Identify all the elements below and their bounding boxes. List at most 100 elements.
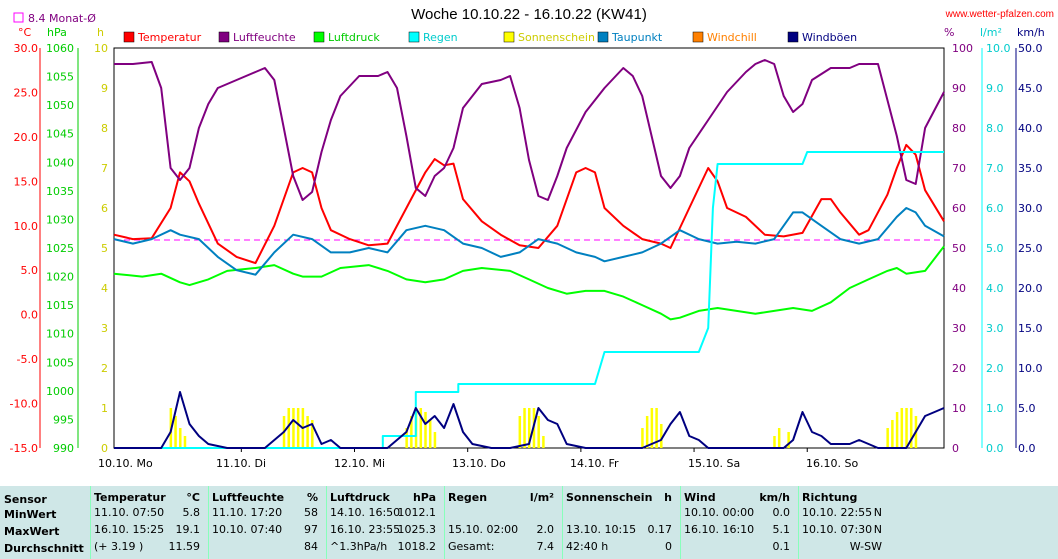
sunshine-bar (428, 420, 432, 448)
temp-tick-label: -10.0 (10, 398, 38, 411)
stats-label-sensor: Sensor (4, 493, 47, 506)
sunshine-bar (174, 416, 177, 448)
stats-cell-label: 14.10. 16:50 (330, 506, 401, 519)
wind-tick-label: 0.0 (1018, 442, 1036, 455)
stats-cell-label: Gesamt: (448, 540, 495, 553)
stats-cell-value: 0.17 (647, 523, 673, 536)
sun-tick-label: 9 (101, 82, 108, 95)
series-line-temperatur (113, 143, 945, 265)
series-line-luftfeuchte (114, 59, 945, 201)
stats-column-divider (798, 486, 799, 559)
stats-column: Richtung 10.10. 22:55 N 10.10. 07:30 N W-SW (798, 486, 886, 559)
monthly-avg-label: 8.4 Monat-Ø (28, 12, 96, 25)
sunshine-bar (891, 420, 894, 448)
temp-tick-label: 25.0 (14, 86, 39, 99)
sunshine-bar (645, 416, 649, 448)
stats-cell-value: 0.1 (772, 540, 791, 553)
sunshine-bar (292, 408, 295, 448)
stats-col-unit: km/h (759, 491, 790, 504)
sunshine-bar (528, 408, 531, 448)
sun-tick-label: 2 (101, 362, 108, 375)
temp-tick-label: 0.0 (21, 309, 39, 322)
stats-cell-label: 10.10. 07:40 (212, 523, 283, 536)
stats-cell-value: 1025.3 (397, 523, 437, 536)
stats-cell-label: ^1.3hPa/h (330, 540, 388, 553)
temp-tick-label: 30.0 (14, 42, 39, 55)
stats-col-head: Sonnenschein (566, 491, 653, 504)
legend-label: Regen (423, 31, 458, 44)
stats-cell-label: 42:40 h (566, 540, 609, 553)
stats-column: Sonnenschein h 13.10. 10:15 0.17 42:40 h 0 (562, 486, 676, 559)
pressure-tick-label: 1045 (46, 128, 74, 141)
stats-column-divider (90, 486, 91, 559)
temp-tick-label: 10.0 (14, 220, 39, 233)
x-tick-label: 13.10. Do (452, 457, 506, 470)
stats-column: Temperatur °C 11.10. 07:50 5.8 16.10. 15:25 1… (90, 486, 204, 559)
pressure-tick-label: 1060 (46, 42, 74, 55)
sunshine-bar (787, 432, 790, 448)
stats-col-unit: % (306, 491, 318, 504)
sunshine-bar (296, 408, 300, 448)
stats-cell-label: 13.10. 10:15 (566, 523, 637, 536)
stats-cell-value: 19.1 (175, 523, 201, 536)
stats-table: Sensor MinWert MaxWert Durchschnitt Temp… (0, 486, 1058, 559)
sun-tick-label: 1 (101, 402, 108, 415)
sun-tick-label: 4 (101, 282, 108, 295)
humidity-tick-label: 80 (952, 122, 966, 135)
x-tick-label: 14.10. Fr (570, 457, 619, 470)
stats-cell-value: 1012.1 (397, 506, 437, 519)
stats-cell-label: 16.10. 15:25 (94, 523, 165, 536)
weather-chart: 10.10. Mo 11.10. Di 12.10. Mi 13.10. Do 14.1… (10, 12, 1045, 470)
sunshine-bar (287, 408, 290, 448)
stats-cell-value: 11.59 (168, 540, 201, 553)
monthly-avg-icon (13, 12, 24, 23)
stats-cell-label: 10.10. 07:30 (802, 523, 873, 536)
wind-tick-label: 35.0 (1018, 162, 1043, 175)
sunshine-bar (900, 408, 904, 448)
stats-cell-label: 15.10. 02:00 (448, 523, 519, 536)
stats-column: Wind km/h 10.10. 00:00 0.0 16.10. 16:10 5.1 0.… (680, 486, 794, 559)
rain-tick-label: 3.0 (986, 322, 1004, 335)
sun-tick-label: 6 (101, 202, 108, 215)
sun-tick-label: 3 (101, 322, 108, 335)
legend-label: Windchill (707, 31, 757, 44)
site-link[interactable]: www.wetter-pfalzen.com (945, 9, 1054, 20)
stats-cell-value: 0 (665, 540, 672, 553)
stats-cell-value: 5.8 (182, 506, 201, 519)
pressure-tick-label: 1015 (46, 299, 74, 312)
stats-row-labels: Sensor MinWert MaxWert Durchschnitt (4, 486, 86, 559)
sun-tick-label: 8 (101, 122, 108, 135)
stats-cell-label: (+ 3.19 ) (94, 540, 144, 553)
plot-area (113, 47, 945, 449)
legend-swatch (313, 31, 325, 43)
pressure-tick-label: 1025 (46, 242, 74, 255)
stats-label-avg: Durchschnitt (4, 542, 84, 555)
sunshine-bar (895, 412, 899, 448)
stats-col-head: Regen (448, 491, 488, 504)
rain-tick-label: 9.0 (986, 82, 1004, 95)
sunshine-bar (518, 416, 522, 448)
wind-tick-label: 40.0 (1018, 122, 1043, 135)
sunshine-bar (306, 416, 309, 448)
humidity-tick-label: 60 (952, 202, 966, 215)
chart-title: Woche 10.10.22 - 16.10.22 (KW41) (411, 6, 647, 23)
stats-cell-value: W-SW (849, 540, 882, 553)
rain-tick-label: 8.0 (986, 122, 1004, 135)
legend-label: Temperatur (137, 31, 202, 44)
sun-tick-label: 7 (101, 162, 108, 175)
temp-tick-label: -15.0 (10, 442, 38, 455)
stats-cell-label: 11.10. 07:50 (94, 506, 165, 519)
sunshine-bar (641, 428, 644, 448)
sunshine-bar (537, 416, 540, 448)
x-tick-label: 15.10. Sa (688, 457, 740, 470)
series-line-luftdruck (113, 245, 945, 321)
wind-tick-label: 5.0 (1018, 402, 1036, 415)
sunshine-bar (650, 408, 654, 448)
wind-tick-label: 20.0 (1018, 282, 1043, 295)
pressure-tick-label: 1035 (46, 185, 74, 198)
pressure-tick-label: 990 (53, 442, 74, 455)
humidity-tick-label: 70 (952, 162, 966, 175)
stats-column-divider (326, 486, 327, 559)
x-tick-label: 12.10. Mi (334, 457, 385, 470)
stats-column-divider (208, 486, 209, 559)
